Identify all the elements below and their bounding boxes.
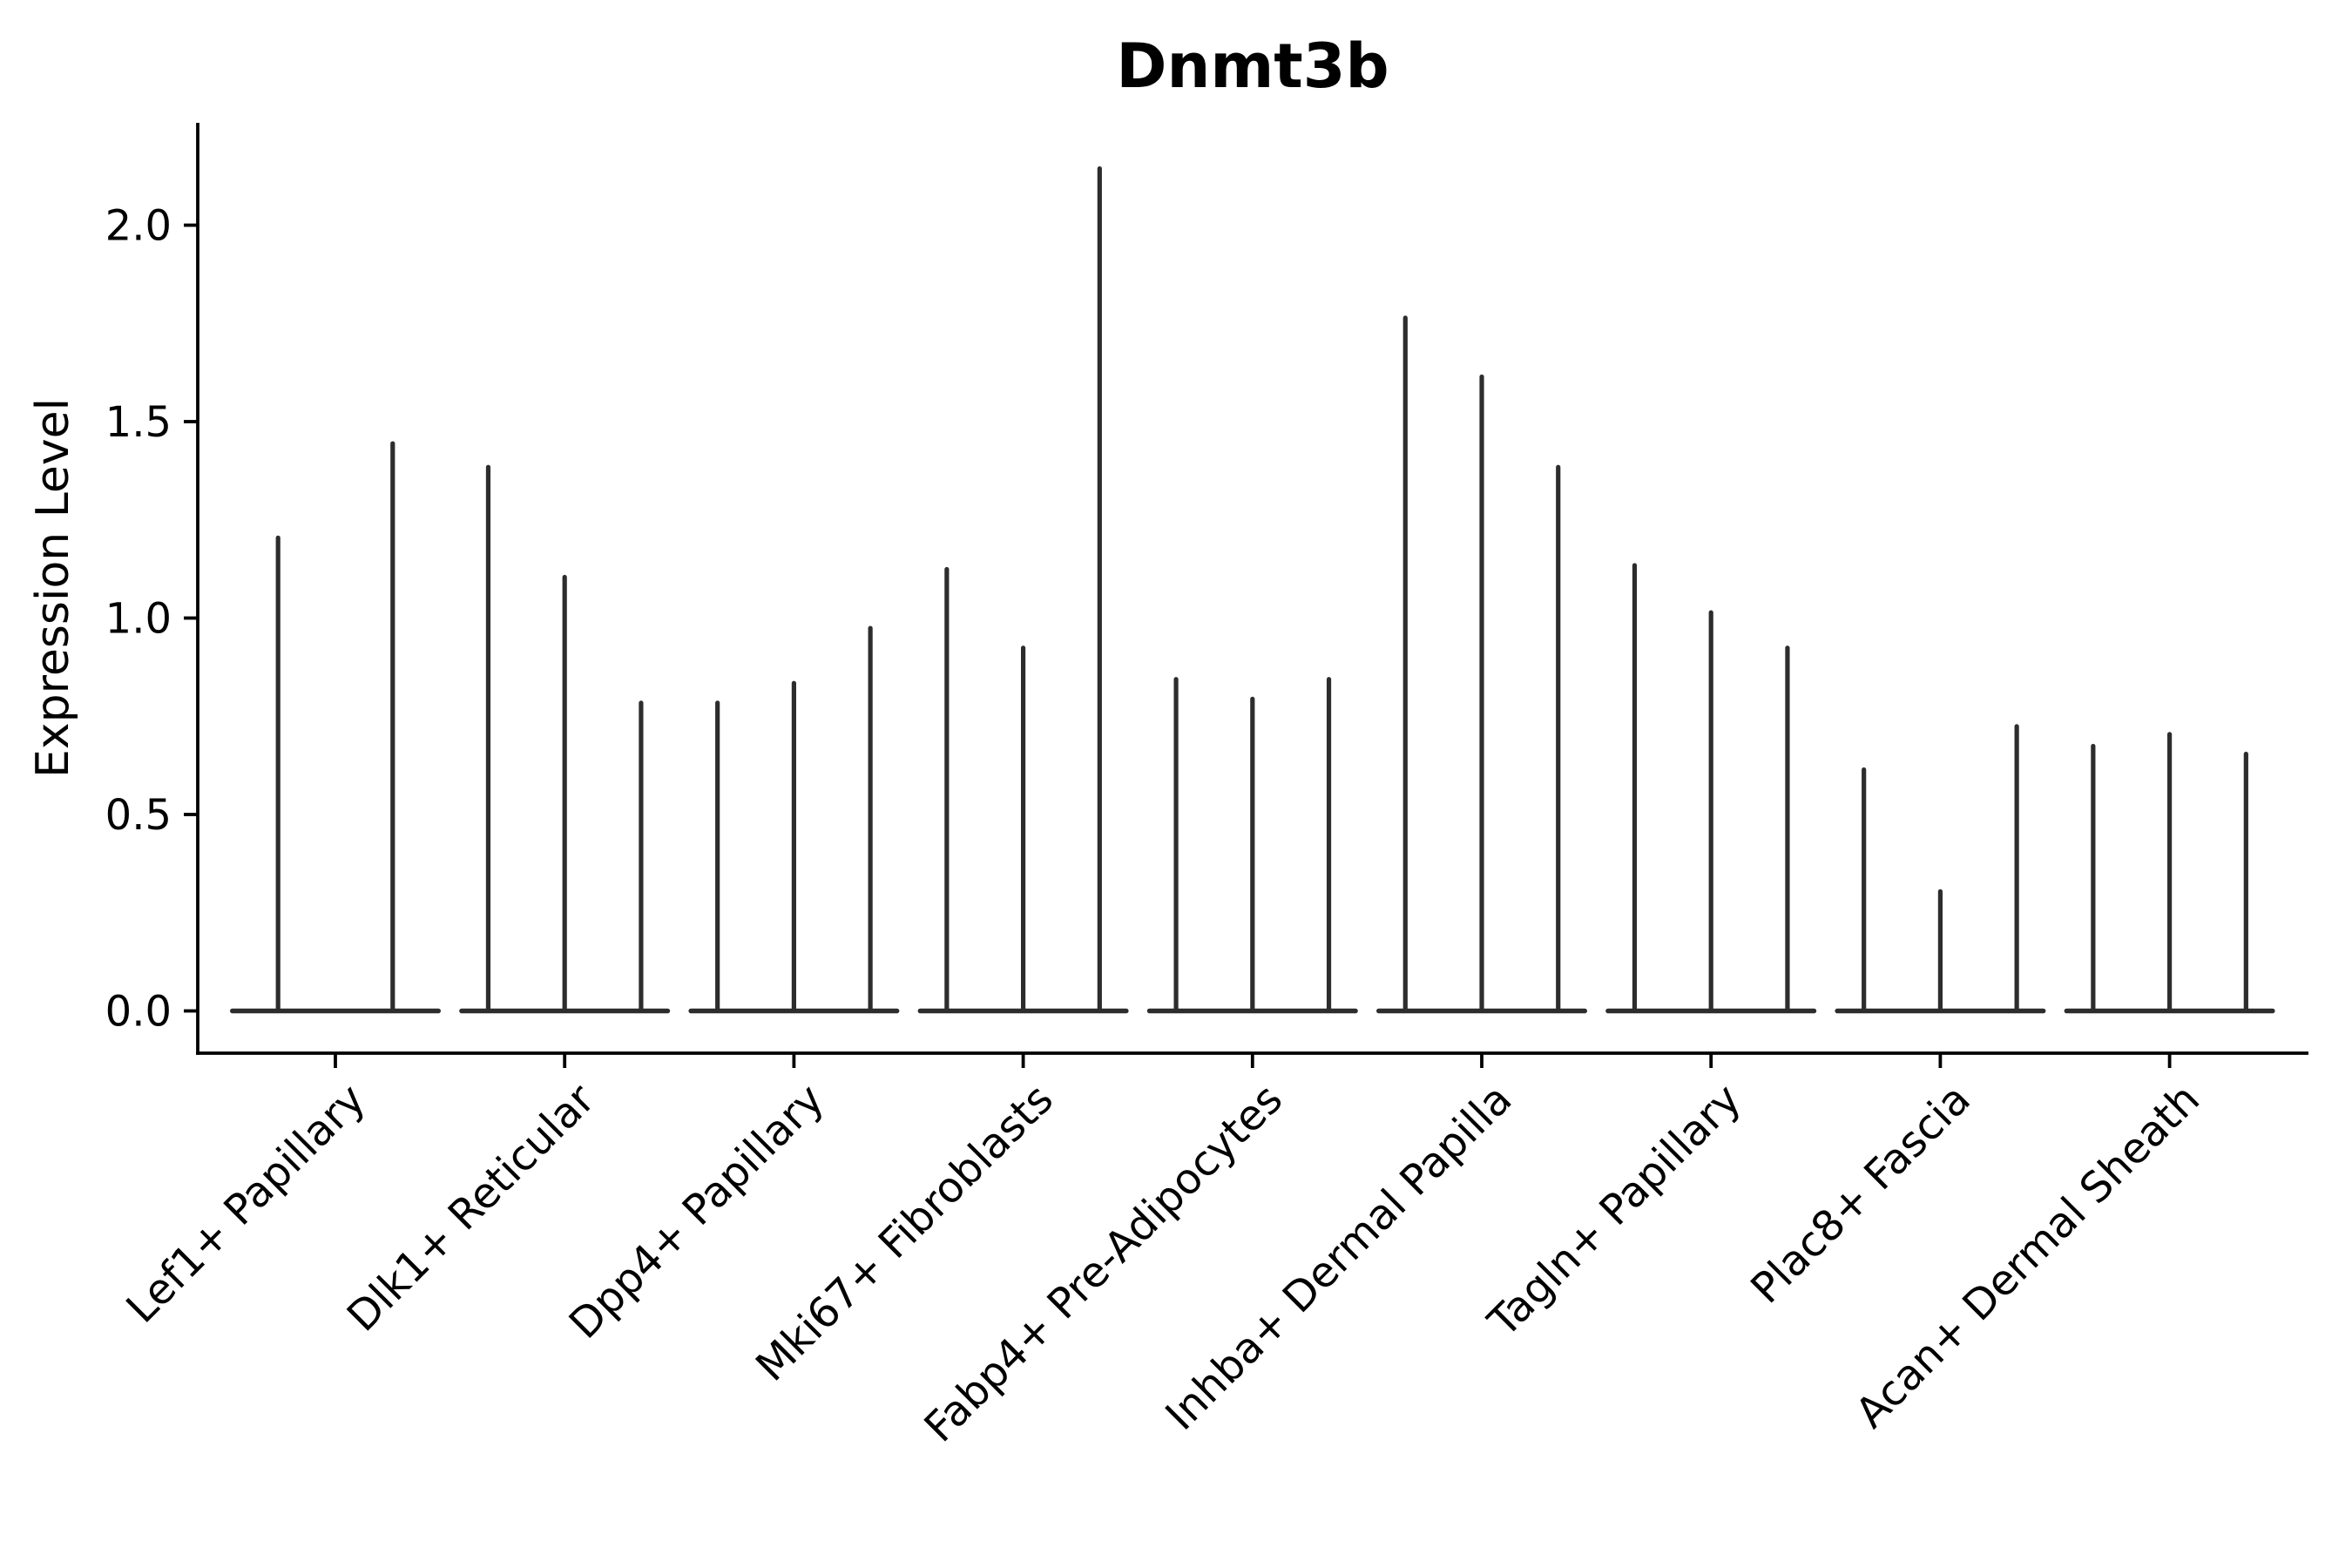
y-tick-label: 1.0 xyxy=(105,594,172,643)
violin-base xyxy=(230,1008,441,1014)
x-tick-label: Dlk1+ Reticular xyxy=(338,1075,605,1342)
violin-group xyxy=(1376,315,1587,1014)
chart-title: Dnmt3b xyxy=(1116,30,1389,102)
y-axis-label: Expression Level xyxy=(27,398,79,778)
violin-group xyxy=(459,464,671,1014)
violin-group xyxy=(1605,563,1817,1014)
violin-group xyxy=(688,625,900,1014)
x-tick-label: Dpp4+ Papillary xyxy=(560,1075,834,1348)
violin-group xyxy=(1835,724,2046,1014)
x-tick-label: Plac8+ Fascia xyxy=(1741,1075,1980,1314)
y-tick-label: 1.5 xyxy=(105,398,172,447)
violin-group xyxy=(917,166,1129,1014)
violin-group xyxy=(2064,732,2275,1014)
y-tick-label: 2.0 xyxy=(105,201,172,250)
x-tick-label: Tagln+ Papillary xyxy=(1478,1075,1750,1347)
violin-series xyxy=(230,166,2275,1014)
x-tick-label: Lef1+ Papillary xyxy=(117,1075,375,1333)
y-axis: 0.0 0.5 1.0 1.5 2.0 xyxy=(105,123,199,1055)
violin-group xyxy=(1146,677,1358,1014)
violin-group xyxy=(230,441,441,1014)
y-tick-label: 0.0 xyxy=(105,987,172,1036)
y-tick-label: 0.5 xyxy=(105,791,172,840)
